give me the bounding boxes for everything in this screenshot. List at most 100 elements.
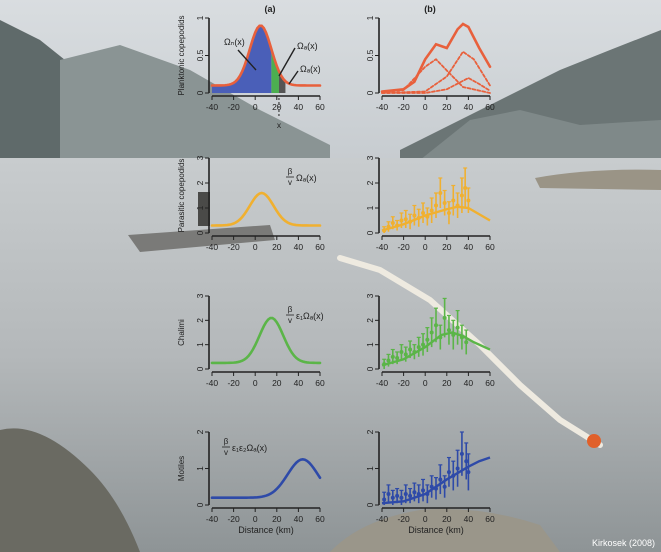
- data-point: [446, 470, 451, 475]
- y-axis-label: Chalimi: [177, 319, 186, 346]
- fitted-curve: [381, 205, 491, 232]
- x-tick-label: -40: [206, 378, 219, 388]
- data-point: [438, 477, 443, 482]
- x-tick-label: 0: [423, 514, 428, 524]
- x-tick-label: 60: [315, 514, 325, 524]
- foreground-rocks: [0, 428, 140, 552]
- y-tick-label: 2: [365, 429, 375, 434]
- data-point: [416, 216, 421, 220]
- fraction-denominator: v: [288, 178, 292, 187]
- data-point: [412, 213, 417, 218]
- x-tick-label: -20: [397, 378, 410, 388]
- data-point: [408, 347, 413, 352]
- series-line-0: [210, 458, 322, 499]
- series-line-1: [381, 58, 491, 94]
- left-mountain-far: [60, 45, 330, 160]
- data-point: [421, 211, 426, 215]
- y-tick-label: 1: [195, 205, 205, 210]
- data-point: [455, 325, 460, 330]
- chart-panel-a-chalimi: -40 -20 0 20 40 60 0 1 2 3 Chalimi βv ε₁Ωₐ(x): [177, 293, 325, 388]
- y-tick-label: 1: [195, 342, 205, 347]
- data-point: [382, 362, 387, 367]
- x-tick-label: -40: [376, 242, 389, 252]
- data-point: [438, 335, 443, 340]
- x-tick-label: 60: [315, 378, 325, 388]
- x-tick-label: -20: [397, 102, 410, 112]
- x-tick-label: 40: [294, 378, 304, 388]
- y-axis-label: Planktonic copepodids: [177, 15, 186, 95]
- data-point: [442, 201, 447, 205]
- x-tick-label: 40: [464, 378, 474, 388]
- y-tick-label: 0: [195, 366, 205, 371]
- data-point: [463, 186, 468, 190]
- y-tick-label: 1: [195, 466, 205, 471]
- data-point: [386, 492, 391, 497]
- y-tick-label: 1: [195, 15, 205, 20]
- annotation-omega-a-2: Ωₐ(x): [300, 64, 321, 74]
- x-tick-label: -20: [227, 242, 240, 252]
- data-point: [425, 337, 430, 342]
- chart-panel-a-parasitic: -40 -20 0 20 40 60 0 1 2 3 Parasitic copepodids βv Ω…: [177, 155, 325, 252]
- y-tick-label: 0: [365, 502, 375, 507]
- x-tick-label: -20: [227, 514, 240, 524]
- x-tick-label: 60: [315, 242, 325, 252]
- y-axis-label: Motiles: [177, 456, 186, 481]
- x-tick-label: 40: [294, 242, 304, 252]
- data-point: [425, 214, 430, 219]
- data-point: [408, 219, 413, 224]
- y-tick-label: 0.5: [195, 49, 205, 61]
- data-point: [421, 488, 426, 493]
- x-tick-label: 40: [464, 242, 474, 252]
- chart-panel-a-motiles: -40 -20 0 20 40 60 0 1 2 Motiles Distance (km) βv ε₁…: [177, 429, 325, 535]
- x-axis-label: Distance (km): [408, 525, 464, 535]
- series-line-0: [210, 191, 322, 227]
- data-point: [451, 473, 456, 478]
- data-point: [459, 193, 464, 198]
- series-line-0: [380, 22, 492, 93]
- x-tick-label: 60: [315, 102, 325, 112]
- x-tick-label: 40: [294, 514, 304, 524]
- x-tick-label: 40: [464, 514, 474, 524]
- data-point: [434, 203, 438, 208]
- boat-person: [198, 192, 210, 226]
- data-point: [395, 223, 400, 228]
- data-point: [421, 342, 426, 347]
- y-tick-label: 3: [195, 293, 205, 298]
- data-point: [390, 495, 395, 500]
- x-tick-label: -20: [227, 102, 240, 112]
- chart-panel-b-motiles: -40 -20 0 20 40 60 0 1 2 Distance (km): [365, 429, 495, 535]
- fraction-numerator: β: [224, 437, 229, 446]
- fraction-denominator: v: [224, 448, 228, 457]
- data-point: [386, 358, 391, 363]
- fraction-expression: ε₁ε₂Ωₐ(x): [232, 443, 267, 453]
- x-tick-label: 60: [485, 242, 495, 252]
- y-tick-label: 1: [365, 205, 375, 210]
- data-point: [459, 335, 464, 340]
- x-tick-label: 0: [253, 242, 258, 252]
- data-point: [429, 484, 434, 489]
- y-tick-label: 1: [365, 342, 375, 347]
- foreground-rock-right: [330, 509, 560, 552]
- x-tick-label: -40: [376, 102, 389, 112]
- data-point: [390, 221, 395, 225]
- fraction-denominator: v: [288, 316, 292, 325]
- fraction-numerator: β: [288, 167, 293, 176]
- credit-text: Kirkosek (2008): [591, 538, 655, 548]
- x-tick-label: 0: [253, 514, 258, 524]
- x-axis-label: Distance (km): [238, 525, 294, 535]
- x-tick-label: 20: [272, 242, 282, 252]
- data-point: [438, 191, 443, 195]
- data-point: [455, 466, 460, 471]
- data-point: [403, 492, 408, 497]
- series-line-0: [210, 316, 322, 365]
- data-point: [382, 228, 387, 233]
- data-point: [451, 198, 456, 203]
- y-tick-label: 3: [365, 293, 375, 298]
- data-point: [382, 497, 387, 502]
- x-tick-label: -40: [206, 242, 219, 252]
- x-tick-label: 40: [464, 102, 474, 112]
- fitted-curve: [381, 331, 491, 367]
- x-tick-label: 20: [272, 102, 282, 112]
- fraction-expression: ε₁Ωₐ(x): [296, 311, 324, 321]
- data-point: [451, 332, 456, 337]
